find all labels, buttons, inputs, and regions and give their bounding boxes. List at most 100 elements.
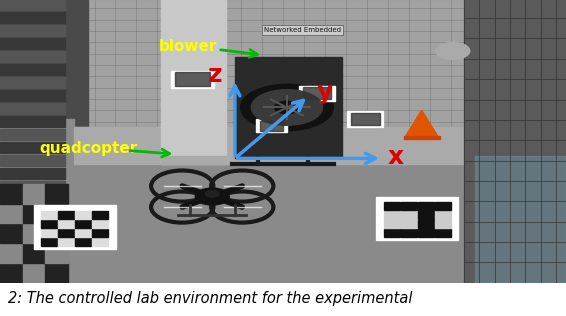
Polygon shape — [0, 119, 566, 283]
Text: y: y — [317, 80, 333, 104]
FancyBboxPatch shape — [171, 71, 214, 88]
Bar — [0, 194, 65, 205]
FancyBboxPatch shape — [175, 72, 210, 86]
Bar — [45, 204, 68, 223]
Text: blower: blower — [158, 39, 217, 54]
Bar — [74, 127, 492, 164]
Bar — [435, 229, 451, 237]
Bar — [23, 263, 45, 283]
Bar — [384, 211, 400, 219]
Bar — [0, 259, 65, 270]
Bar — [75, 211, 91, 219]
Bar — [384, 229, 400, 237]
Bar — [75, 220, 91, 228]
Text: 2: The controlled lab environment for the experimental: 2: The controlled lab environment for th… — [8, 291, 413, 306]
Bar — [58, 220, 74, 228]
Bar — [435, 211, 451, 219]
Bar — [418, 220, 434, 228]
Bar — [0, 233, 65, 244]
Bar — [92, 238, 108, 246]
Bar — [384, 202, 400, 210]
Bar — [161, 155, 226, 164]
Text: z: z — [208, 63, 222, 87]
Bar — [45, 243, 68, 263]
Bar — [0, 220, 65, 231]
Circle shape — [436, 42, 470, 59]
FancyBboxPatch shape — [260, 121, 283, 131]
Text: quadcopter: quadcopter — [40, 141, 138, 156]
Bar — [41, 238, 57, 246]
Bar — [0, 25, 65, 36]
Text: Networked Embedded: Networked Embedded — [264, 27, 341, 33]
Bar — [92, 211, 108, 219]
Polygon shape — [74, 0, 492, 155]
FancyBboxPatch shape — [303, 87, 332, 100]
Bar — [41, 229, 57, 237]
FancyBboxPatch shape — [256, 119, 287, 132]
Bar — [0, 184, 23, 204]
Circle shape — [205, 190, 219, 197]
Bar — [75, 229, 91, 237]
Bar — [92, 220, 108, 228]
Bar — [161, 0, 226, 164]
Bar — [0, 168, 65, 179]
Bar — [0, 272, 65, 283]
FancyBboxPatch shape — [346, 111, 384, 127]
Circle shape — [241, 84, 333, 131]
Circle shape — [251, 90, 323, 125]
Circle shape — [195, 188, 229, 205]
Bar — [0, 181, 65, 192]
Bar — [401, 229, 417, 237]
Bar — [41, 211, 57, 219]
Bar — [0, 12, 65, 23]
Bar — [235, 57, 342, 158]
Bar — [41, 220, 57, 228]
Bar — [58, 211, 74, 219]
Polygon shape — [406, 110, 438, 136]
Bar — [435, 220, 451, 228]
Bar — [92, 229, 108, 237]
Bar — [45, 223, 68, 243]
Bar — [384, 220, 400, 228]
Bar — [75, 238, 91, 246]
Bar — [0, 127, 566, 283]
Bar — [0, 38, 65, 49]
Bar — [0, 142, 65, 153]
Bar — [0, 0, 566, 51]
FancyBboxPatch shape — [299, 86, 335, 101]
Bar — [0, 246, 65, 257]
Bar — [74, 0, 492, 155]
Bar — [376, 197, 458, 240]
Bar — [418, 229, 434, 237]
Bar — [58, 238, 74, 246]
FancyBboxPatch shape — [350, 113, 380, 125]
Bar — [401, 202, 417, 210]
Bar — [0, 204, 23, 223]
Circle shape — [275, 101, 299, 114]
Bar — [0, 155, 65, 166]
Bar — [418, 211, 434, 219]
Bar — [475, 155, 566, 283]
Bar — [0, 263, 23, 283]
Bar — [0, 207, 65, 218]
Bar — [0, 90, 65, 101]
Bar — [0, 77, 65, 88]
Text: x: x — [388, 145, 404, 169]
Bar — [0, 64, 65, 75]
Bar — [418, 202, 434, 210]
Bar — [45, 263, 68, 283]
Bar — [464, 0, 566, 283]
Bar — [0, 51, 65, 62]
Bar — [401, 220, 417, 228]
Bar — [23, 184, 45, 204]
Bar — [34, 205, 116, 249]
Bar — [404, 136, 440, 139]
Bar — [0, 243, 23, 263]
Bar — [0, 0, 65, 9]
Bar — [435, 202, 451, 210]
Bar — [58, 229, 74, 237]
Bar — [0, 223, 23, 243]
Bar — [23, 243, 45, 263]
Bar — [0, 103, 65, 114]
Bar — [23, 223, 45, 243]
